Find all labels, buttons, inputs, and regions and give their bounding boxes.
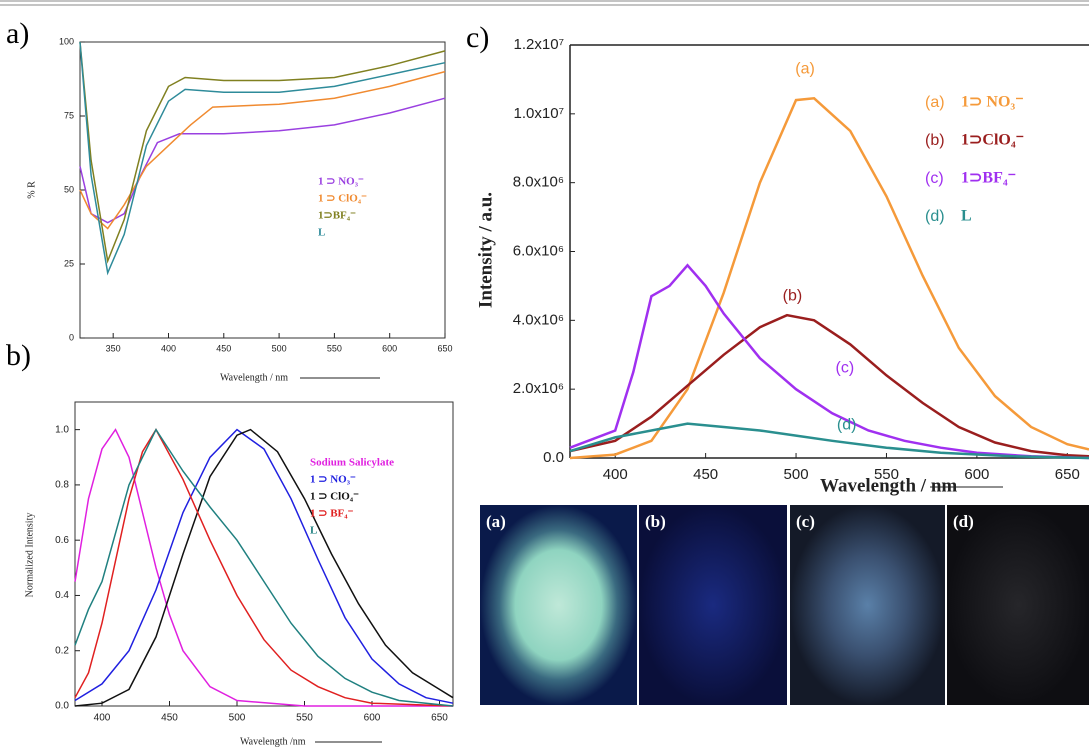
photo-label: (d): [953, 512, 974, 531]
chart: 400 450 500 550 600 650 0.0 0.2 0.4 0.6 0.8 1.0 Wave…: [24, 401, 454, 747]
line-series: [79, 70, 446, 230]
x-tick-label: 500: [784, 466, 809, 483]
y-axis-title: Normalized Intensity: [24, 513, 35, 598]
chart: 400 450 500 550 600 650 0.0 2.0x10⁶ 4.0x10⁶ 6.0x1…: [475, 36, 1089, 496]
curve-annotation: (a): [795, 60, 815, 77]
x-tick-label: 600: [382, 343, 397, 353]
panel-label: a): [6, 17, 29, 50]
legend-label: 1 ⊃ BF₄⁻: [310, 508, 354, 520]
legend-label: 1⊃BF₄⁻: [961, 170, 1016, 187]
y-tick-label: 1.0x10⁷: [514, 105, 564, 122]
x-tick-label: 450: [216, 343, 231, 353]
line-series: [74, 428, 454, 707]
legend-tag: (c): [925, 170, 944, 187]
line-series: [569, 422, 1089, 460]
x-axis-title: Wavelength / nm: [220, 372, 288, 383]
line-series: [74, 428, 453, 707]
photo-label: (c): [796, 512, 815, 531]
y-tick-label: 25: [64, 258, 74, 268]
chart: 350 400 450 500 550 600 650 0 25 50 75 100 Wavelengt…: [26, 36, 452, 383]
legend-tag: (d): [925, 208, 945, 225]
y-tick-label: 0.4: [55, 590, 69, 601]
y-tick-label: 100: [59, 36, 74, 46]
x-tick-label: 600: [964, 466, 989, 483]
x-axis-title: Wavelength / nm: [820, 475, 957, 496]
line-series: [569, 97, 1089, 460]
x-tick-label: 650: [437, 343, 452, 353]
line-series: [74, 428, 454, 704]
y-tick-label: 8.0x10⁶: [513, 174, 564, 191]
plot-frame: [74, 401, 454, 707]
legend-label: 1⊃ClO₄⁻: [961, 132, 1024, 149]
x-tick-label: 550: [874, 466, 899, 483]
photo: [790, 505, 945, 705]
line-series: [74, 428, 454, 707]
legend-label: 1 ⊃ ClO₄⁻: [310, 491, 359, 503]
photo: [639, 505, 787, 705]
y-axis-title: % R: [26, 181, 37, 199]
x-tick-label: 550: [296, 713, 313, 724]
y-axis-title: Intensity / a.u.: [475, 192, 496, 308]
y-tick-label: 75: [64, 110, 74, 120]
legend-label: L: [961, 208, 972, 225]
curve-annotation: (b): [783, 287, 803, 304]
x-tick-label: 650: [431, 713, 448, 724]
legend-label: L: [310, 525, 317, 537]
y-tick-label: 0.2: [55, 645, 69, 656]
legend-label: L: [318, 227, 325, 239]
line-series: [79, 41, 446, 276]
photos: (a) (b) (c) (d): [480, 505, 1089, 705]
x-tick-label: 600: [364, 713, 381, 724]
legend-label: 1 ⊃ ClO₄⁻: [318, 193, 367, 205]
legend-tag: (a): [925, 94, 945, 111]
legend-label: 1⊃BF₄⁻: [318, 210, 356, 222]
line-series: [79, 41, 446, 264]
x-tick-label: 400: [161, 343, 176, 353]
line-series: [79, 97, 446, 224]
y-tick-label: 2.0x10⁶: [513, 380, 564, 397]
y-tick-label: 0: [69, 332, 74, 342]
photo-label: (b): [645, 512, 666, 531]
photo: [947, 505, 1089, 705]
y-tick-label: 50: [64, 184, 74, 194]
panel-label: c): [466, 21, 489, 54]
x-tick-label: 400: [94, 713, 111, 724]
y-tick-label: 0.6: [55, 535, 69, 546]
legend-label: 1 ⊃ NO₃⁻: [318, 176, 364, 188]
x-tick-label: 350: [106, 343, 121, 353]
panel-label: b): [6, 339, 31, 372]
curve-annotation: (d): [837, 417, 857, 434]
x-tick-label: 450: [693, 466, 718, 483]
photo: [480, 505, 637, 705]
y-tick-label: 1.2x10⁷: [514, 36, 564, 53]
photo-label: (a): [486, 512, 506, 531]
y-tick-label: 0.0: [55, 701, 69, 712]
legend-label: 1⊃ NO₃⁻: [961, 94, 1024, 111]
curve-annotation: (c): [836, 360, 855, 377]
y-tick-label: 6.0x10⁶: [513, 242, 564, 259]
line-series: [74, 428, 454, 707]
legend-tag: (b): [925, 132, 945, 149]
line-series: [569, 263, 1089, 460]
x-tick-label: 450: [161, 713, 178, 724]
x-tick-label: 500: [272, 343, 287, 353]
legend-label: Sodium Salicylate: [310, 457, 394, 469]
y-tick-label: 0.0: [543, 449, 564, 466]
x-tick-label: 550: [327, 343, 342, 353]
x-axis-title: Wavelength /nm: [240, 736, 306, 747]
legend-label: 1 ⊃ NO₃⁻: [310, 474, 356, 486]
x-tick-label: 400: [603, 466, 628, 483]
y-tick-label: 4.0x10⁶: [513, 311, 564, 328]
y-tick-label: 0.8: [55, 480, 69, 491]
x-tick-label: 650: [1055, 466, 1080, 483]
y-tick-label: 1.0: [55, 424, 69, 435]
line-series: [569, 313, 1089, 458]
x-tick-label: 500: [229, 713, 246, 724]
